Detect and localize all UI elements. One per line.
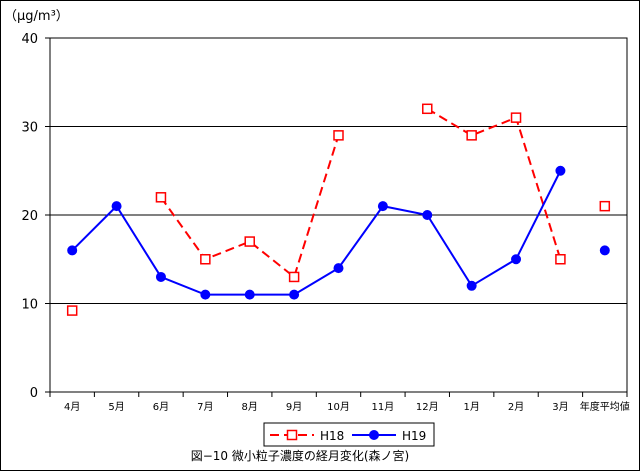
x-tick-label: 10月 — [327, 401, 350, 413]
x-tick-label: 2月 — [508, 401, 524, 413]
y-tick-label: 30 — [21, 121, 38, 136]
legend-items: H18 H19 — [270, 429, 426, 443]
legend: H18 H19 — [263, 422, 435, 447]
x-tick-label: 4月 — [64, 401, 80, 413]
series-h19 — [67, 165, 610, 300]
data-series — [66, 103, 611, 316]
data-point-h19 — [289, 289, 300, 300]
series-line-h18 — [160, 135, 340, 279]
x-tick-label: 3月 — [552, 401, 568, 413]
data-point-h18 — [155, 192, 167, 203]
data-point-h18 — [200, 254, 211, 265]
data-point-h18 — [66, 305, 78, 316]
legend-marker-h18 — [286, 429, 298, 441]
x-tick-label: 5月 — [108, 401, 124, 413]
data-point-h18 — [288, 271, 300, 283]
legend-item-h19: H19 — [352, 429, 426, 443]
legend-label-h18: H18 — [320, 429, 344, 443]
legend-box — [263, 422, 435, 447]
data-point-h19 — [244, 289, 255, 300]
data-point-h19 — [555, 165, 566, 176]
y-axis-labels: 0 10 20 30 40 — [21, 32, 50, 401]
x-tick-label: 6月 — [153, 401, 169, 413]
series-line-h18 — [426, 107, 562, 260]
data-point-h19 — [422, 210, 433, 220]
data-point-h18 — [555, 254, 566, 265]
data-point-h19 — [511, 254, 522, 265]
y-tick-label: 40 — [21, 32, 38, 47]
legend-label-h19: H19 — [402, 429, 426, 443]
series-h18 — [66, 103, 611, 316]
data-point-h19 — [333, 263, 344, 274]
data-point-h18 — [510, 112, 522, 123]
data-point-h19 — [377, 201, 388, 212]
data-point-h19 — [67, 245, 78, 256]
y-tick-label: 0 — [30, 386, 38, 401]
data-point-h18 — [244, 236, 255, 247]
data-point-h19 — [466, 280, 477, 291]
legend-marker-h19 — [369, 430, 379, 440]
x-tick-label: 12月 — [416, 401, 439, 413]
x-tick-label: 8月 — [242, 401, 258, 413]
data-point-h19 — [200, 289, 211, 300]
x-tick-label: 11月 — [372, 401, 395, 413]
x-tick-label: 年度平均値 — [580, 400, 630, 413]
x-axis-labels: 4月 5月 6月 7月 8月 9月 10月 11月 12月 1月 2月 3月 年度平均値 — [49, 392, 630, 413]
series-line-h19 — [71, 170, 562, 296]
data-point-h18 — [599, 200, 611, 212]
data-point-h18 — [333, 130, 344, 141]
legend-item-h18: H18 — [270, 429, 344, 443]
data-point-h19 — [111, 201, 122, 212]
data-point-h19 — [599, 245, 610, 256]
chart-caption: 図−10 微小粒子濃度の経月変化(森ノ宮) — [191, 448, 410, 463]
x-tick-label: 1月 — [463, 401, 479, 413]
y-tick-label: 10 — [21, 298, 38, 313]
data-point-h18 — [422, 103, 433, 115]
x-tick-label: 7月 — [197, 401, 213, 413]
y-tick-label: 20 — [21, 209, 38, 224]
data-point-h19 — [155, 271, 166, 282]
gridlines — [50, 126, 627, 304]
data-point-h18 — [466, 130, 477, 141]
y-axis-unit: （μg/m³） — [4, 9, 69, 24]
x-tick-label: 9月 — [286, 401, 302, 413]
